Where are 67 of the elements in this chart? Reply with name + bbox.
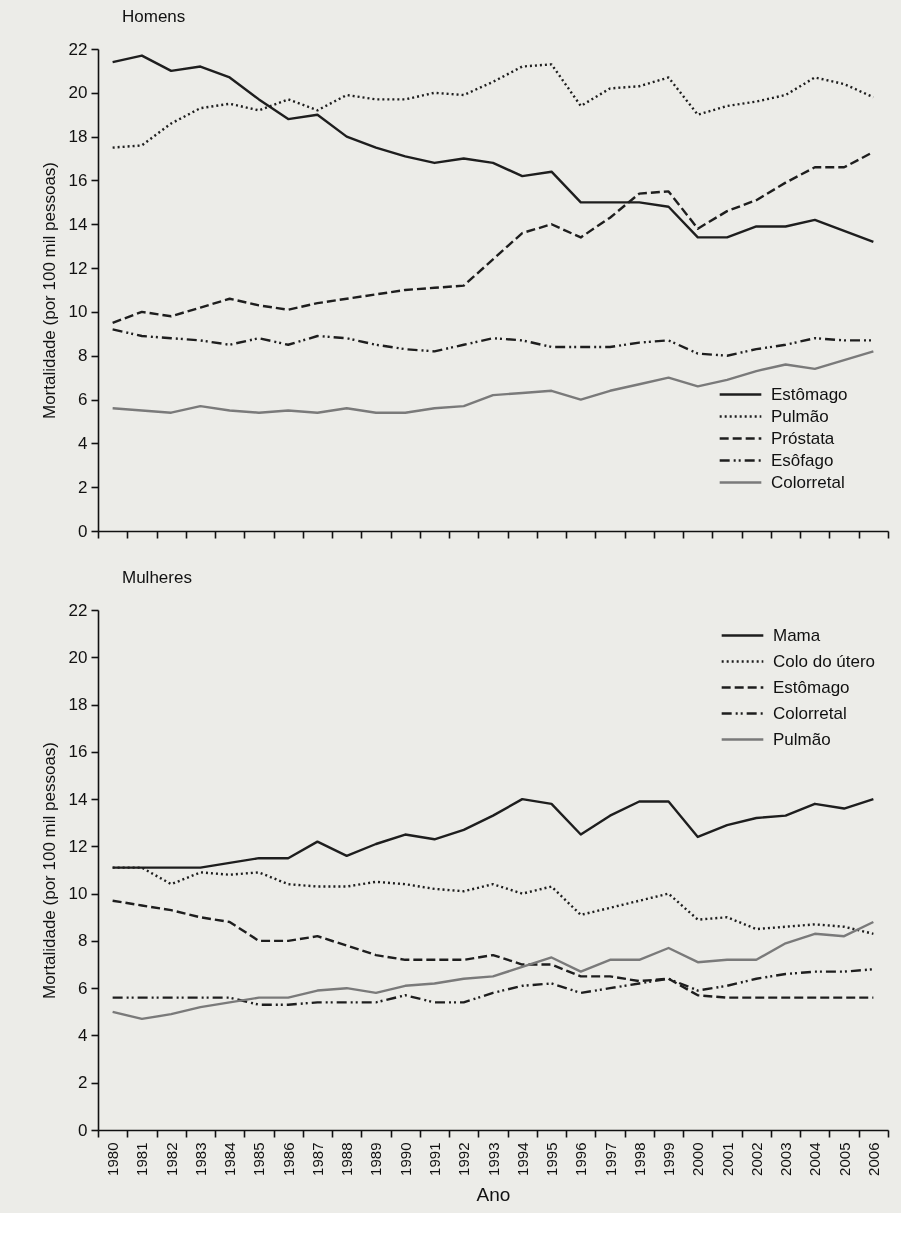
line-series <box>111 920 875 1021</box>
y-tick-label: 20 <box>68 83 88 103</box>
x-tick-label: 1980 <box>104 1142 122 1176</box>
y-tick-label: 10 <box>68 302 88 322</box>
y-tick-label: 0 <box>78 521 88 541</box>
y-tick-label: 10 <box>68 884 88 904</box>
x-tick-label: 2005 <box>835 1142 853 1176</box>
x-tick-label: 1995 <box>543 1142 561 1176</box>
legend-label: Pulmão <box>773 729 831 749</box>
x-tick-label: 1989 <box>367 1142 385 1176</box>
x-tick-label: 1990 <box>396 1142 414 1176</box>
x-axis-title: Ano <box>476 1183 511 1205</box>
chart-title: Mulheres <box>122 568 192 587</box>
x-tick-label: 2003 <box>777 1142 795 1176</box>
legend-label: Colorretal <box>773 703 847 723</box>
x-tick-label: 1992 <box>455 1142 473 1176</box>
y-tick-label: 4 <box>78 1025 88 1045</box>
x-tick-label: 1991 <box>425 1142 443 1176</box>
y-tick-label: 8 <box>78 931 88 951</box>
x-tick-label: 1983 <box>191 1142 209 1176</box>
y-tick-label: 12 <box>68 836 88 856</box>
x-tick-label: 2000 <box>689 1142 707 1176</box>
y-tick-label: 16 <box>68 170 88 190</box>
y-tick-label: 18 <box>68 695 88 715</box>
x-tick-label: 1998 <box>630 1142 648 1176</box>
y-tick-label: 0 <box>78 1120 88 1140</box>
y-tick-label: 2 <box>78 477 88 497</box>
x-tick-label: 1984 <box>221 1142 239 1176</box>
x-tick-label: 1987 <box>308 1142 326 1176</box>
y-axis-title: Mortalidade (por 100 mil pessoas) <box>39 161 59 420</box>
legend-label: Estômago <box>771 384 848 404</box>
legend-label: Colo do útero <box>773 651 876 671</box>
y-tick-label: 14 <box>68 214 88 234</box>
y-tick-label: 6 <box>78 978 88 998</box>
x-tick-label: 1993 <box>484 1142 502 1176</box>
y-axis-title: Mortalidade (por 100 mil pessoas) <box>39 741 59 1000</box>
y-tick-label: 22 <box>68 600 88 620</box>
y-tick-label: 18 <box>68 127 88 147</box>
y-tick-label: 2 <box>78 1073 88 1093</box>
y-tick-label: 14 <box>68 789 88 809</box>
x-tick-label: 2006 <box>864 1142 882 1176</box>
legend-label: Próstata <box>771 428 835 448</box>
legend-label: Estômago <box>773 677 850 697</box>
legend-label: Mama <box>773 625 821 645</box>
legend-label: Colorretal <box>771 472 845 492</box>
x-tick-label: 1988 <box>338 1142 356 1176</box>
x-tick-label: 1994 <box>513 1142 531 1176</box>
x-tick-label: 1981 <box>133 1142 151 1176</box>
y-tick-label: 12 <box>68 258 88 278</box>
x-tick-label: 1985 <box>250 1142 268 1176</box>
y-tick-label: 8 <box>78 346 88 366</box>
x-tick-label: 1982 <box>162 1142 180 1176</box>
y-tick-label: 4 <box>78 433 88 453</box>
x-tick-label: 1997 <box>601 1142 619 1176</box>
x-tick-label: 2004 <box>806 1142 824 1176</box>
x-tick-label: 1986 <box>279 1142 297 1176</box>
y-tick-label: 20 <box>68 647 88 667</box>
y-tick-label: 22 <box>68 39 88 59</box>
x-tick-label: 1996 <box>572 1142 590 1176</box>
legend-label: Esôfago <box>771 450 834 470</box>
y-tick-label: 16 <box>68 742 88 762</box>
x-tick-label: 2002 <box>747 1142 765 1176</box>
x-tick-label: 1999 <box>660 1142 678 1176</box>
y-tick-label: 6 <box>78 390 88 410</box>
chart-title: Homens <box>122 7 186 26</box>
x-tick-label: 2001 <box>718 1142 736 1176</box>
legend-label: Pulmão <box>771 406 829 426</box>
